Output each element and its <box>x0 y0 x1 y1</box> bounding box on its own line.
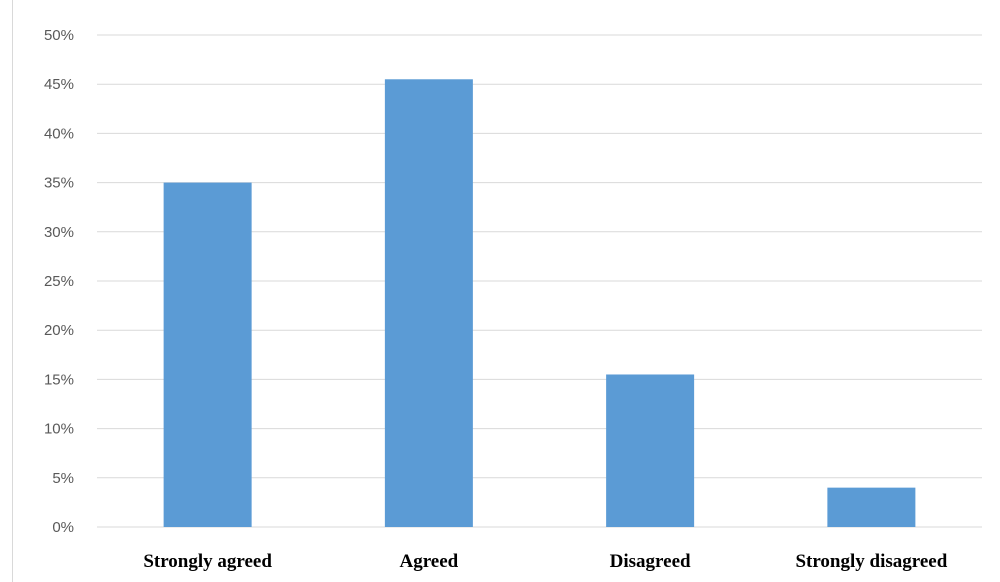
bar <box>384 79 473 527</box>
y-tick-label: 0% <box>52 519 74 536</box>
y-tick-label: 25% <box>44 273 74 290</box>
x-tick-label: Strongly disagreed <box>795 551 947 572</box>
x-tick-label: Disagreed <box>610 551 691 572</box>
bar <box>606 374 695 527</box>
y-tick-label: 40% <box>44 125 74 142</box>
y-tick-label: 45% <box>44 76 74 93</box>
y-tick-label: 5% <box>52 470 74 487</box>
y-tick-label: 50% <box>44 27 74 44</box>
y-tick-label: 30% <box>44 224 74 241</box>
y-axis-ticks: 0% 5% 10% 15% 20% 25% 30% 35% 40% 45% 50% <box>44 27 74 536</box>
y-tick-label: 10% <box>44 421 74 438</box>
chart-left-border <box>12 0 13 582</box>
x-axis-ticks: Strongly agreed Agreed Disagreed Strongly d… <box>143 551 947 572</box>
x-tick-label: Strongly agreed <box>143 551 272 572</box>
y-tick-label: 20% <box>44 322 74 339</box>
bars <box>163 79 916 527</box>
y-tick-label: 15% <box>44 371 74 388</box>
bar <box>827 487 916 527</box>
x-tick-label: Agreed <box>400 551 459 572</box>
y-tick-label: 35% <box>44 175 74 192</box>
bar <box>163 182 252 527</box>
